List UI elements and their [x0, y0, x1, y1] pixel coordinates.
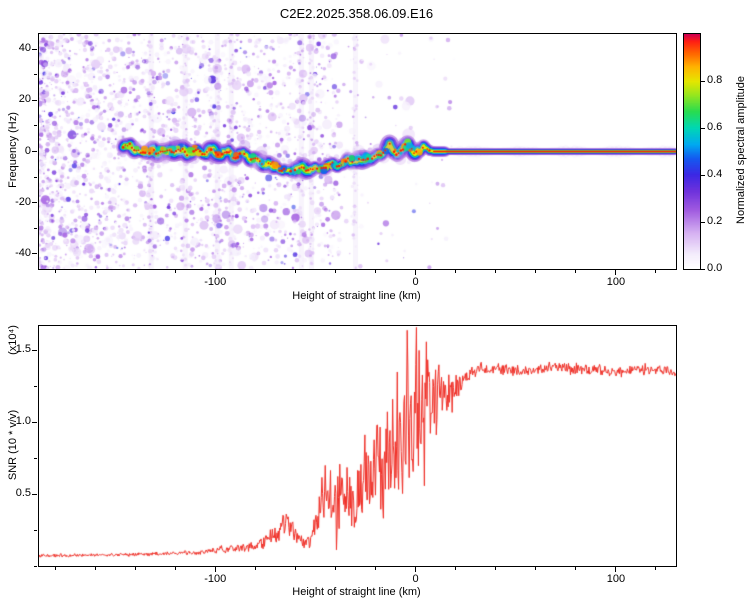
x-tick	[575, 270, 577, 273]
colorbar-tick-label: 0.4	[707, 168, 723, 180]
y-tick-label: -40	[15, 246, 31, 259]
x-tick	[615, 270, 617, 275]
x-tick	[535, 567, 537, 570]
x-tick	[655, 567, 657, 570]
x-tick	[375, 567, 377, 570]
colorbar	[683, 33, 701, 270]
x-tick	[94, 567, 96, 570]
snr-canvas	[39, 326, 676, 566]
snr-plot	[38, 325, 677, 567]
x-tick	[174, 567, 176, 570]
y-tick	[34, 565, 37, 567]
colorbar-tick-label: 0.0	[707, 262, 723, 274]
colorbar-tick	[701, 80, 705, 82]
x-tick	[254, 270, 256, 273]
y-tick-label: -20	[15, 195, 31, 208]
colorbar-tick-label: 0.8	[707, 74, 723, 86]
spectrogram-plot	[38, 33, 677, 270]
x-tick	[174, 270, 176, 273]
colorbar-tick-label: 0.6	[707, 121, 723, 133]
y-tick	[32, 253, 37, 255]
y-tick	[34, 385, 37, 387]
y-tick	[32, 151, 37, 152]
x-tick	[495, 270, 497, 273]
x-tick-label: 0	[412, 573, 419, 585]
x-tick	[134, 270, 136, 273]
y-tick	[32, 421, 37, 423]
x-tick-label: -100	[204, 573, 227, 585]
x-tick	[334, 567, 336, 570]
y-tick	[32, 202, 37, 204]
x-tick-label: -100	[204, 276, 227, 288]
x-tick	[415, 270, 417, 275]
y-tick	[34, 457, 37, 459]
y-tick	[34, 227, 37, 229]
x-tick	[495, 567, 497, 570]
colorbar-tick	[701, 174, 705, 176]
x-tick	[254, 567, 256, 570]
x-tick	[535, 270, 537, 273]
x-tick	[375, 270, 377, 273]
x-tick	[214, 270, 216, 275]
spectrogram-y-axis-label: Frequency (Hz)	[7, 112, 19, 188]
colorbar-tick-label: 0.2	[707, 215, 723, 227]
y-tick	[32, 493, 37, 495]
y-tick	[34, 176, 37, 178]
x-tick	[214, 567, 216, 572]
y-tick	[34, 74, 37, 76]
x-tick	[334, 270, 336, 273]
x-tick	[655, 270, 657, 273]
x-tick	[455, 270, 457, 273]
x-tick-label: 100	[606, 276, 626, 288]
colorbar-tick	[701, 127, 705, 129]
spectrogram-x-axis-label: Height of straight line (km)	[292, 290, 421, 302]
y-tick	[32, 349, 37, 351]
x-tick	[134, 567, 136, 570]
y-tick-label: 20	[18, 93, 31, 106]
y-tick-label: 0.5	[15, 487, 31, 500]
x-tick-label: 0	[412, 276, 419, 288]
colorbar-tick	[701, 221, 705, 223]
y-tick	[34, 529, 37, 531]
snr-x-axis-label: Height of straight line (km)	[292, 586, 421, 598]
x-tick	[615, 567, 617, 572]
x-tick	[455, 567, 457, 570]
colorbar-canvas	[684, 34, 700, 269]
x-tick	[415, 567, 417, 572]
x-tick	[54, 567, 56, 570]
snr-y-axis-label: SNR (10 * v/v)	[7, 409, 19, 481]
x-tick	[294, 270, 296, 273]
colorbar-tick	[701, 268, 705, 270]
y-tick-label: 40	[18, 42, 31, 55]
x-tick	[54, 270, 56, 273]
spectrogram-canvas	[39, 34, 676, 269]
y-tick	[32, 48, 37, 50]
x-tick-label: 100	[606, 573, 626, 585]
x-tick	[294, 567, 296, 570]
snr-y-axis-scale-label: (x10⁴)	[7, 325, 19, 355]
y-tick	[32, 99, 37, 101]
plot-title: C2E2.2025.358.06.09.E16	[279, 6, 434, 21]
y-tick	[34, 125, 37, 127]
colorbar-label: Normalized spectral amplitude	[735, 76, 747, 224]
x-tick	[575, 567, 577, 570]
x-tick	[94, 270, 96, 273]
